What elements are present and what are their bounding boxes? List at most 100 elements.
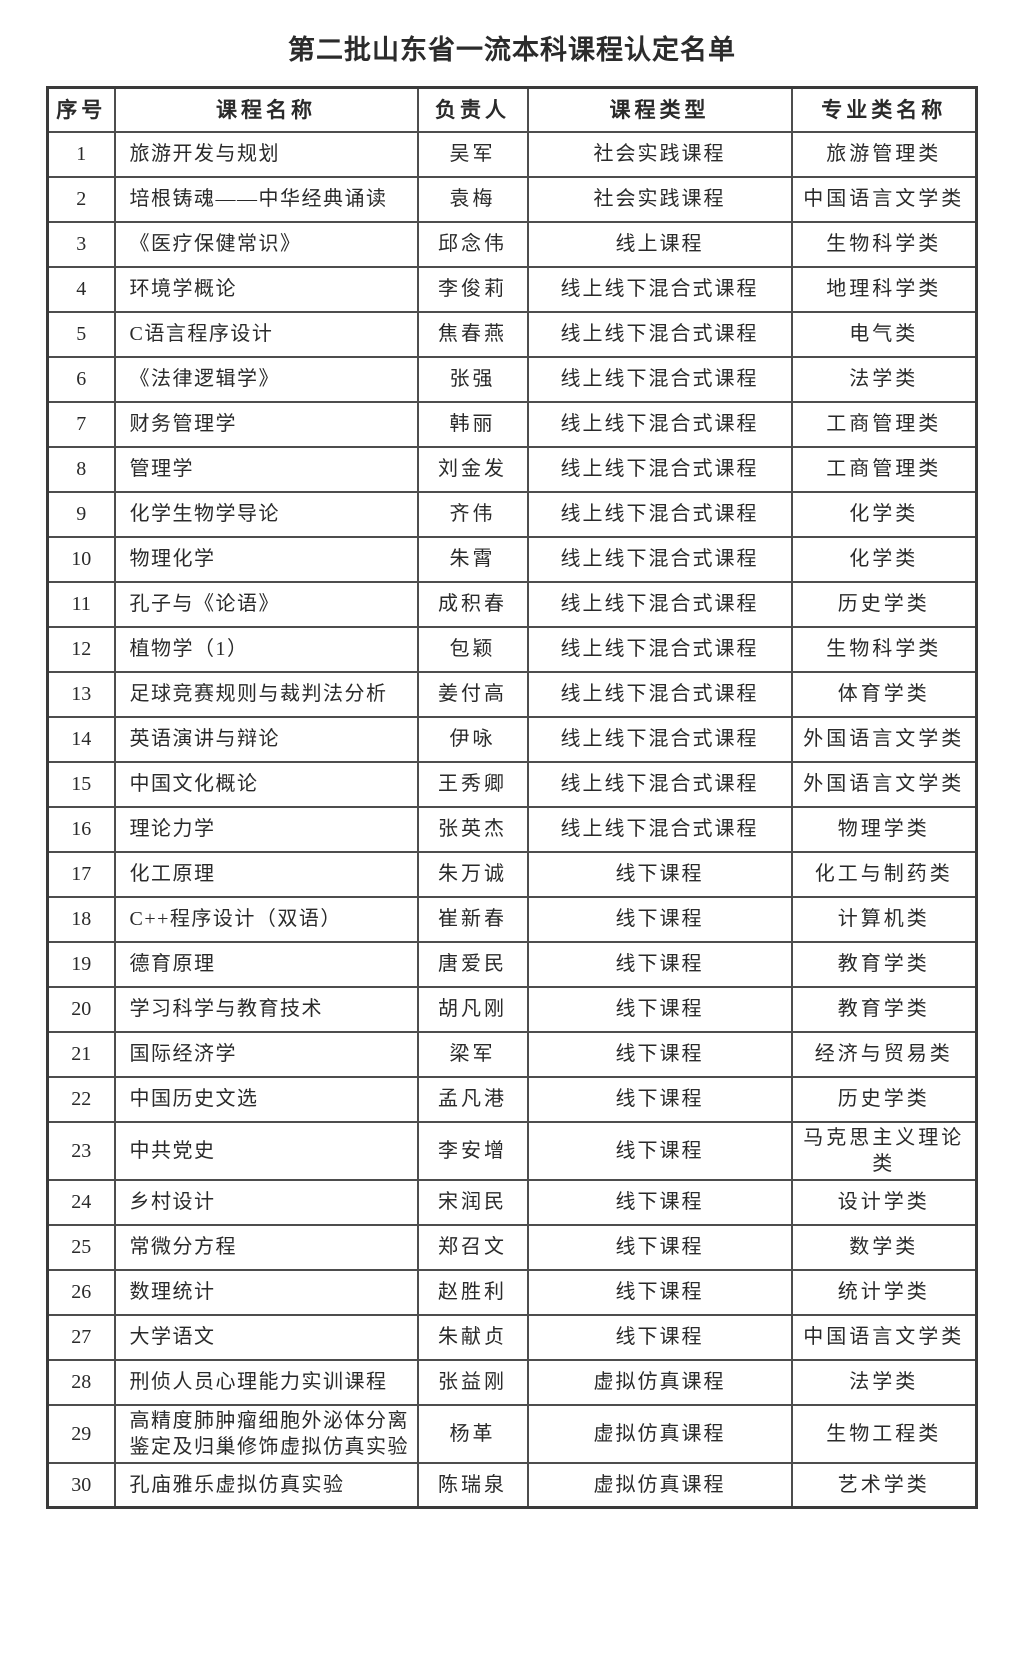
table-row: 6 《法律逻辑学》 张强 线上线下混合式课程 法学类 — [46, 355, 978, 403]
cell-no: 13 — [46, 670, 116, 718]
table-header: 序号 课程名称 负责人 课程类型 专业类名称 — [46, 86, 978, 133]
table-row: 16 理论力学 张英杰 线上线下混合式课程 物理学类 — [46, 805, 978, 853]
table-row: 11 孔子与《论语》 成积春 线上线下混合式课程 历史学类 — [46, 580, 978, 628]
table-row: 7 财务管理学 韩丽 线上线下混合式课程 工商管理类 — [46, 400, 978, 448]
cell-type: 线上线下混合式课程 — [526, 490, 793, 538]
cell-leader: 孟凡港 — [416, 1075, 529, 1123]
cell-type: 虚拟仿真课程 — [526, 1461, 793, 1509]
cell-category: 法学类 — [790, 1358, 978, 1406]
cell-no: 25 — [46, 1223, 116, 1271]
cell-course: 学习科学与教育技术 — [113, 985, 419, 1033]
table-body: 1 旅游开发与规划 吴军 社会实践课程 旅游管理类 2 培根铸魂——中华经典诵读 袁梅 社会实践… — [46, 130, 978, 1509]
cell-leader: 张英杰 — [416, 805, 529, 853]
cell-course: 植物学（1） — [113, 625, 419, 673]
table-row: 23 中共党史 李安增 线下课程 马克思主义理论类 — [46, 1120, 978, 1181]
cell-type: 线下课程 — [526, 1178, 793, 1226]
cell-type: 线上线下混合式课程 — [526, 445, 793, 493]
cell-category: 计算机类 — [790, 895, 978, 943]
cell-type: 线上课程 — [526, 220, 793, 268]
cell-course: 刑侦人员心理能力实训课程 — [113, 1358, 419, 1406]
cell-course: 德育原理 — [113, 940, 419, 988]
cell-course: 理论力学 — [113, 805, 419, 853]
cell-leader: 崔新春 — [416, 895, 529, 943]
cell-no: 4 — [46, 265, 116, 313]
cell-no: 26 — [46, 1268, 116, 1316]
cell-type: 线下课程 — [526, 895, 793, 943]
cell-type: 线上线下混合式课程 — [526, 310, 793, 358]
cell-leader: 袁梅 — [416, 175, 529, 223]
cell-no: 27 — [46, 1313, 116, 1361]
cell-type: 线下课程 — [526, 940, 793, 988]
cell-no: 12 — [46, 625, 116, 673]
cell-leader: 成积春 — [416, 580, 529, 628]
cell-no: 19 — [46, 940, 116, 988]
cell-category: 外国语言文学类 — [790, 760, 978, 808]
table-row: 18 C++程序设计（双语） 崔新春 线下课程 计算机类 — [46, 895, 978, 943]
cell-course: 《法律逻辑学》 — [113, 355, 419, 403]
document-page: 第二批山东省一流本科课程认定名单 序号 课程名称 负责人 课程类型 专业类名称 … — [0, 33, 1024, 1509]
cell-no: 28 — [46, 1358, 116, 1406]
cell-leader: 宋润民 — [416, 1178, 529, 1226]
cell-type: 虚拟仿真课程 — [526, 1403, 793, 1464]
cell-course: 《医疗保健常识》 — [113, 220, 419, 268]
cell-course: 环境学概论 — [113, 265, 419, 313]
cell-leader: 姜付高 — [416, 670, 529, 718]
cell-category: 经济与贸易类 — [790, 1030, 978, 1078]
cell-type: 线下课程 — [526, 1120, 793, 1181]
cell-category: 外国语言文学类 — [790, 715, 978, 763]
header-row: 序号 课程名称 负责人 课程类型 专业类名称 — [46, 86, 978, 133]
cell-course: C语言程序设计 — [113, 310, 419, 358]
cell-no: 7 — [46, 400, 116, 448]
cell-category: 生物科学类 — [790, 625, 978, 673]
table-row: 22 中国历史文选 孟凡港 线下课程 历史学类 — [46, 1075, 978, 1123]
cell-type: 线上线下混合式课程 — [526, 265, 793, 313]
course-table: 序号 课程名称 负责人 课程类型 专业类名称 1 旅游开发与规划 吴军 社会实践课程旅… — [46, 86, 978, 1509]
cell-course: 化学生物学导论 — [113, 490, 419, 538]
cell-category: 历史学类 — [790, 580, 978, 628]
cell-type: 线下课程 — [526, 850, 793, 898]
table-row: 10 物理化学 朱霄 线上线下混合式课程 化学类 — [46, 535, 978, 583]
cell-type: 线上线下混合式课程 — [526, 355, 793, 403]
cell-leader: 齐伟 — [416, 490, 529, 538]
cell-course: 国际经济学 — [113, 1030, 419, 1078]
cell-type: 线下课程 — [526, 1030, 793, 1078]
cell-leader: 焦春燕 — [416, 310, 529, 358]
cell-leader: 郑召文 — [416, 1223, 529, 1271]
cell-category: 工商管理类 — [790, 445, 978, 493]
cell-leader: 唐爱民 — [416, 940, 529, 988]
cell-type: 线下课程 — [526, 1075, 793, 1123]
cell-leader: 韩丽 — [416, 400, 529, 448]
cell-no: 21 — [46, 1030, 116, 1078]
cell-course: 常微分方程 — [113, 1223, 419, 1271]
cell-category: 中国语言文学类 — [790, 1313, 978, 1361]
cell-category: 物理学类 — [790, 805, 978, 853]
table-row: 2 培根铸魂——中华经典诵读 袁梅 社会实践课程 中国语言文学类 — [46, 175, 978, 223]
table-row: 14 英语演讲与辩论 伊咏 线上线下混合式课程 外国语言文学类 — [46, 715, 978, 763]
cell-type: 线下课程 — [526, 985, 793, 1033]
cell-category: 中国语言文学类 — [790, 175, 978, 223]
cell-category: 教育学类 — [790, 940, 978, 988]
cell-category: 教育学类 — [790, 985, 978, 1033]
table-row: 30 孔庙雅乐虚拟仿真实验 陈瑞泉 虚拟仿真课程 艺术学类 — [46, 1461, 978, 1509]
cell-leader: 朱万诚 — [416, 850, 529, 898]
cell-course: 中共党史 — [113, 1120, 419, 1181]
cell-leader: 王秀卿 — [416, 760, 529, 808]
cell-leader: 张益刚 — [416, 1358, 529, 1406]
cell-type: 社会实践课程 — [526, 130, 793, 178]
cell-category: 统计学类 — [790, 1268, 978, 1316]
cell-category: 旅游管理类 — [790, 130, 978, 178]
cell-course: 英语演讲与辩论 — [113, 715, 419, 763]
cell-course: 足球竞赛规则与裁判法分析 — [113, 670, 419, 718]
cell-leader: 伊咏 — [416, 715, 529, 763]
cell-category: 工商管理类 — [790, 400, 978, 448]
cell-course: 孔子与《论语》 — [113, 580, 419, 628]
table-row: 21 国际经济学 梁军 线下课程 经济与贸易类 — [46, 1030, 978, 1078]
table-row: 27 大学语文 朱献贞 线下课程 中国语言文学类 — [46, 1313, 978, 1361]
cell-no: 29 — [46, 1403, 116, 1464]
cell-no: 9 — [46, 490, 116, 538]
header-type: 课程类型 — [526, 86, 793, 133]
cell-category: 化工与制药类 — [790, 850, 978, 898]
cell-category: 生物工程类 — [790, 1403, 978, 1464]
header-course: 课程名称 — [113, 86, 419, 133]
cell-category: 历史学类 — [790, 1075, 978, 1123]
